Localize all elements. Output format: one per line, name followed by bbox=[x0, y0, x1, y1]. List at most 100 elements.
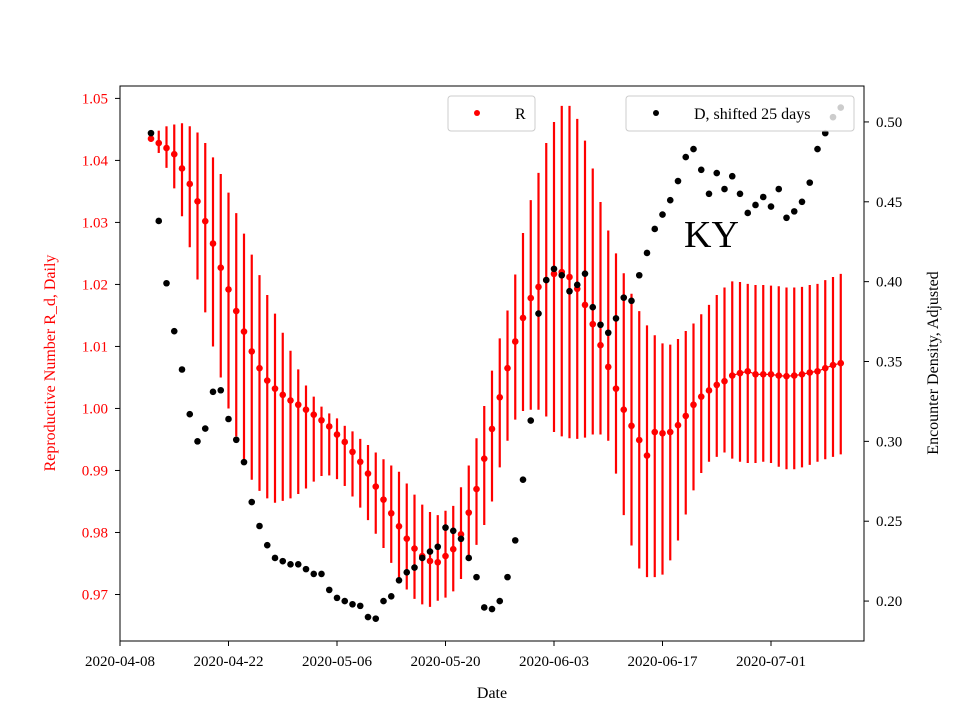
d-point bbox=[542, 276, 550, 284]
legend-r: R bbox=[447, 95, 536, 132]
r-point bbox=[682, 412, 690, 420]
d-point bbox=[620, 294, 628, 301]
y-right-tick-label: 0.30 bbox=[876, 434, 902, 450]
d-point bbox=[713, 169, 721, 177]
r-point bbox=[666, 428, 674, 436]
d-point bbox=[674, 177, 682, 185]
d-point bbox=[759, 193, 767, 201]
d-point bbox=[721, 185, 728, 193]
r-point bbox=[155, 139, 163, 147]
y-left-tick-label: 1.05 bbox=[82, 91, 108, 107]
r-point bbox=[806, 369, 814, 376]
y-right-tick-label: 0.20 bbox=[876, 594, 902, 610]
plot-frame bbox=[119, 85, 865, 642]
r-error-bars bbox=[149, 105, 842, 607]
y-axis-right: 0.20 0.25 0.30 0.35 0.40 0.45 0.50 bbox=[864, 115, 902, 610]
r-point bbox=[535, 283, 542, 291]
d-point bbox=[682, 153, 690, 161]
x-tick-label: 2020-05-20 bbox=[411, 654, 481, 670]
d-point bbox=[496, 597, 504, 605]
x-axis: 2020-04-08 2020-04-22 2020-05-06 2020-05-20… bbox=[85, 641, 806, 670]
r-point bbox=[225, 286, 232, 293]
d-point bbox=[659, 211, 666, 218]
d-point bbox=[178, 366, 186, 373]
r-series-points bbox=[147, 135, 845, 566]
r-point bbox=[814, 367, 821, 375]
d-point bbox=[690, 145, 697, 153]
r-point bbox=[620, 406, 628, 413]
d-point bbox=[790, 208, 798, 215]
r-point bbox=[690, 401, 697, 409]
r-point bbox=[759, 371, 767, 378]
d-point bbox=[372, 615, 380, 622]
d-point bbox=[364, 613, 372, 621]
d-point bbox=[380, 597, 387, 605]
d-series-points bbox=[147, 104, 845, 622]
d-point bbox=[325, 586, 333, 594]
d-point bbox=[752, 201, 759, 209]
y-right-tick-label: 0.25 bbox=[876, 514, 902, 530]
y-left-tick-label: 0.97 bbox=[82, 587, 109, 603]
r-point bbox=[178, 165, 186, 172]
r-point bbox=[380, 496, 387, 503]
d-point bbox=[201, 425, 209, 432]
d-point bbox=[775, 185, 783, 193]
r-point bbox=[287, 397, 294, 404]
r-point bbox=[271, 385, 279, 392]
legend-r-label: R bbox=[515, 106, 526, 123]
r-point bbox=[256, 364, 263, 372]
r-point bbox=[480, 455, 488, 462]
d-point bbox=[310, 570, 318, 578]
r-point bbox=[612, 385, 620, 392]
r-point bbox=[170, 150, 178, 158]
r-point bbox=[837, 359, 845, 367]
d-point bbox=[294, 561, 302, 568]
d-point bbox=[349, 600, 356, 608]
d-point bbox=[581, 270, 589, 277]
d-point bbox=[705, 190, 713, 198]
r-point bbox=[434, 558, 442, 566]
d-point bbox=[589, 303, 597, 311]
x-tick-label: 2020-04-08 bbox=[85, 654, 155, 670]
r-point bbox=[511, 338, 519, 345]
d-point bbox=[209, 388, 217, 396]
r-point bbox=[728, 372, 736, 379]
d-point bbox=[504, 573, 511, 581]
r-point bbox=[651, 428, 659, 436]
r-point bbox=[465, 509, 473, 516]
r-point bbox=[705, 387, 713, 394]
d-point bbox=[783, 214, 790, 222]
d-point bbox=[418, 554, 426, 562]
d-point bbox=[279, 557, 287, 565]
d-point bbox=[240, 458, 248, 466]
r-point bbox=[744, 367, 752, 375]
d-point bbox=[604, 329, 612, 337]
y-left-tick-label: 0.98 bbox=[82, 525, 108, 541]
r-point bbox=[821, 364, 829, 372]
r-point bbox=[736, 369, 744, 377]
d-point bbox=[186, 410, 194, 418]
r-point bbox=[721, 377, 728, 385]
r-point bbox=[209, 240, 217, 247]
d-point bbox=[612, 315, 620, 322]
r-point bbox=[504, 364, 511, 372]
x-tick-label: 2020-05-06 bbox=[302, 654, 372, 670]
d-point bbox=[341, 597, 349, 605]
r-point bbox=[426, 557, 434, 565]
r-point bbox=[473, 485, 480, 493]
y-right-tick-label: 0.50 bbox=[876, 115, 902, 131]
r-point bbox=[566, 273, 573, 281]
d-point bbox=[302, 565, 310, 573]
d-point bbox=[814, 145, 821, 153]
r-point bbox=[232, 307, 240, 315]
r-point bbox=[411, 545, 418, 552]
legend-d-box bbox=[625, 95, 855, 132]
r-point bbox=[697, 393, 705, 400]
r-point bbox=[752, 371, 759, 378]
r-point bbox=[581, 301, 589, 309]
y-right-tick-label: 0.40 bbox=[876, 275, 902, 291]
r-point bbox=[597, 341, 604, 349]
r-point bbox=[349, 448, 356, 456]
r-point bbox=[395, 522, 403, 530]
